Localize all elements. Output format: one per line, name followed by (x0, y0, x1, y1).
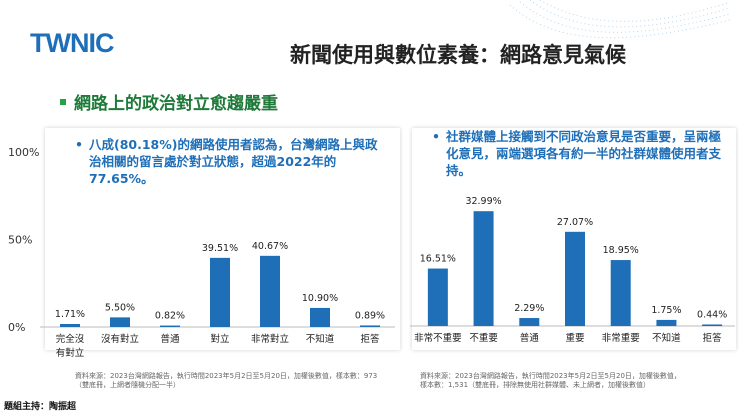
right-note: • 社群媒體上接觸到不同政治意見是否重要，呈兩極化意見，兩端選項各有約一半的社群… (432, 128, 731, 179)
category-label: 對立 (210, 333, 229, 345)
category-label: 重要 (565, 332, 584, 344)
left-source-line: （雙底冊，上網者隨機分配一半） (75, 381, 180, 389)
data-label: 1.71% (55, 309, 85, 320)
y-tick-label: 0% (8, 321, 25, 334)
data-label: 40.67% (252, 241, 288, 252)
y-tick-label: 50% (8, 234, 32, 247)
section-title: 網路上的政治對立愈趨嚴重 (74, 94, 278, 114)
data-label: 5.50% (105, 302, 135, 313)
bar (702, 324, 723, 326)
category-label: 不重要 (469, 332, 498, 344)
data-label: 16.51% (420, 254, 456, 265)
left-source-line: 資料來源：2023台灣網路報告，執行時間2023年5月2日至5月20日，加權後數… (75, 372, 378, 380)
category-label: 沒有對立 (101, 333, 139, 345)
right-source-line: 樣本數：1,531（雙底冊，排除無使用社群媒體、未上網者，加權後數值） (420, 381, 651, 389)
category-label: 普通 (520, 332, 540, 344)
bar (110, 317, 130, 327)
bullet-dot-icon: • (75, 137, 83, 152)
category-label: 不知道 (652, 332, 681, 344)
data-label: 2.29% (514, 303, 544, 314)
bullet-square-icon (60, 98, 66, 105)
bar (565, 231, 585, 326)
data-label: 0.89% (355, 310, 385, 321)
logo-text: TWNIC (30, 28, 114, 58)
data-label: 1.75% (651, 305, 681, 316)
category-label: 非常不重要 (414, 332, 462, 344)
right-source: 資料來源：2023台灣網路報告，執行時間2023年5月2日至5月20日，加權後數… (420, 372, 681, 390)
bar (160, 325, 180, 327)
category-label: 非常重要 (602, 332, 640, 344)
bar (360, 325, 380, 327)
host-credit: 題組主持：陶振超 (4, 402, 77, 412)
data-label: 10.90% (302, 293, 338, 304)
logo: TWNIC (30, 28, 114, 59)
right-source-line: 資料來源：2023台灣網路報告，執行時間2023年5月2日至5月20日，加權後數… (420, 372, 681, 380)
category-label-line: 有對立 (56, 347, 85, 359)
bar (427, 268, 448, 326)
bar (310, 307, 330, 327)
category-label: 拒答 (703, 332, 723, 344)
left-bar-chart: 100% 50% 0% 1.71% 完全沒有對立 5.50% 沒有對立 0.82% 普通 39.5… (8, 146, 395, 359)
category-label: 拒答 (360, 333, 380, 345)
bar (473, 211, 494, 326)
left-note: • 八成(80.18%)的網路使用者認為，台灣網路上與政治相關的留言處於對立狀態… (75, 136, 389, 187)
category-label: 非常對立 (251, 333, 289, 345)
bar (519, 318, 540, 326)
category-label: 完全沒有對立 (56, 333, 85, 359)
data-label: 0.82% (155, 311, 185, 322)
left-note-text: 八成(80.18%)的網路使用者認為，台灣網路上與政治相關的留言處於對立狀態，超… (89, 137, 378, 186)
data-label: 18.95% (603, 245, 639, 256)
y-tick-label: 100% (8, 146, 39, 159)
category-label-line: 完全沒 (56, 333, 85, 345)
bar (610, 260, 631, 326)
decorative-pattern (509, 0, 731, 39)
bar (60, 324, 80, 327)
left-source: 資料來源：2023台灣網路報告，執行時間2023年5月2日至5月20日，加權後數… (75, 372, 377, 390)
right-bar-chart: 16.51% 非常不重要 32.99% 不重要 2.29% 普通 27.07% 重要 18.95… (410, 196, 735, 344)
bar (260, 255, 280, 327)
data-label: 0.44% (697, 309, 727, 320)
bar (210, 257, 230, 327)
right-note-text: 社群媒體上接觸到不同政治意見是否重要，呈兩極化意見，兩端選項各有約一半的社群媒體… (446, 129, 722, 178)
data-label: 39.51% (202, 243, 238, 254)
data-label: 27.07% (557, 217, 593, 228)
bullet-dot-icon: • (432, 129, 440, 144)
section-heading: 網路上的政治對立愈趨嚴重 (60, 89, 278, 114)
data-label: 32.99% (465, 196, 501, 207)
bar (656, 319, 677, 326)
page-title: 新聞使用與數位素養：網路意見氣候 (290, 43, 626, 67)
category-label: 普通 (160, 333, 180, 345)
category-label: 不知道 (306, 333, 335, 345)
